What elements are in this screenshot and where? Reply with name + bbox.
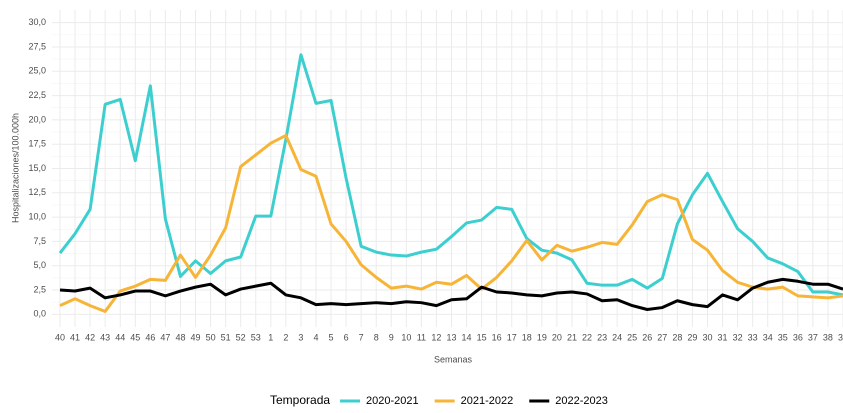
y-tick-label: 27,5 <box>28 41 46 51</box>
x-tick-label: 16 <box>492 332 502 342</box>
x-tick-label: 53 <box>251 332 261 342</box>
x-tick-label: 5 <box>329 332 334 342</box>
x-tick-label: 22 <box>582 332 592 342</box>
x-tick-label: 32 <box>733 332 743 342</box>
x-tick-label: 45 <box>130 332 140 342</box>
y-tick-label: 25,0 <box>28 66 46 76</box>
x-tick-label: 19 <box>537 332 547 342</box>
x-tick-label: 49 <box>191 332 201 342</box>
x-tick-label: 44 <box>115 332 125 342</box>
legend-title: Temporada <box>270 393 330 407</box>
x-tick-label: 46 <box>145 332 155 342</box>
y-tick-label: 0,0 <box>33 309 46 319</box>
x-tick-label: 50 <box>206 332 216 342</box>
x-tick-label: 41 <box>70 332 80 342</box>
x-tick-label: 3 <box>298 332 303 342</box>
x-tick-label: 10 <box>401 332 411 342</box>
x-tick-label: 12 <box>431 332 441 342</box>
x-tick-label: 27 <box>657 332 667 342</box>
y-tick-label: 17,5 <box>28 139 46 149</box>
x-tick-label: 51 <box>221 332 231 342</box>
legend-label: 2020-2021 <box>366 395 419 407</box>
x-tick-label: 47 <box>160 332 170 342</box>
x-tick-label: 13 <box>446 332 456 342</box>
y-tick-label: 15,0 <box>28 163 46 173</box>
y-tick-label: 20,0 <box>28 114 46 124</box>
x-tick-label: 31 <box>718 332 728 342</box>
x-tick-label: 40 <box>55 332 65 342</box>
x-tick-label: 37 <box>808 332 818 342</box>
x-tick-label: 52 <box>236 332 246 342</box>
y-tick-label: 12,5 <box>28 187 46 197</box>
x-tick-label: 43 <box>100 332 110 342</box>
x-axis-label: Semanas <box>434 354 473 364</box>
legend-label: 2021-2022 <box>461 395 514 407</box>
y-axis-label: Hospitalizaciones/100.000h <box>10 113 20 223</box>
x-tick-label: 26 <box>642 332 652 342</box>
y-tick-label: 2,5 <box>33 284 46 294</box>
x-tick-label: 23 <box>597 332 607 342</box>
x-tick-label: 8 <box>374 332 379 342</box>
x-tick-label: 30 <box>702 332 712 342</box>
x-tick-label: 15 <box>477 332 487 342</box>
x-tick-label: 33 <box>748 332 758 342</box>
x-tick-label: 11 <box>417 332 426 342</box>
y-tick-label: 22,5 <box>28 90 46 100</box>
x-tick-label: 24 <box>612 332 622 342</box>
x-tick-label: 38 <box>823 332 833 342</box>
legend-label: 2022-2023 <box>555 395 608 407</box>
x-tick-label: 4 <box>313 332 318 342</box>
x-tick-label: 14 <box>462 332 472 342</box>
x-tick-label: 48 <box>175 332 185 342</box>
x-tick-label: 18 <box>522 332 532 342</box>
y-tick-label: 5,0 <box>33 260 46 270</box>
x-tick-label: 21 <box>567 332 577 342</box>
x-tick-label: 1 <box>268 332 273 342</box>
x-tick-label: 29 <box>687 332 697 342</box>
y-tick-label: 7,5 <box>33 236 46 246</box>
y-tick-label: 10,0 <box>28 211 46 221</box>
y-tick-label: 30,0 <box>28 17 46 27</box>
x-tick-label: 25 <box>627 332 637 342</box>
x-tick-label: 39 <box>838 332 843 342</box>
x-tick-label: 9 <box>389 332 394 342</box>
x-tick-label: 42 <box>85 332 95 342</box>
x-tick-label: 34 <box>763 332 773 342</box>
series-line <box>59 277 843 311</box>
x-tick-label: 6 <box>344 332 349 342</box>
x-tick-label: 20 <box>552 332 562 342</box>
series-line <box>58 53 843 297</box>
x-tick-label: 36 <box>793 332 803 342</box>
x-tick-label: 35 <box>778 332 788 342</box>
x-tick-label: 2 <box>283 332 288 342</box>
x-tick-label: 28 <box>672 332 682 342</box>
series-line <box>59 133 843 313</box>
x-tick-label: 17 <box>507 332 517 342</box>
x-tick-label: 7 <box>359 332 364 342</box>
